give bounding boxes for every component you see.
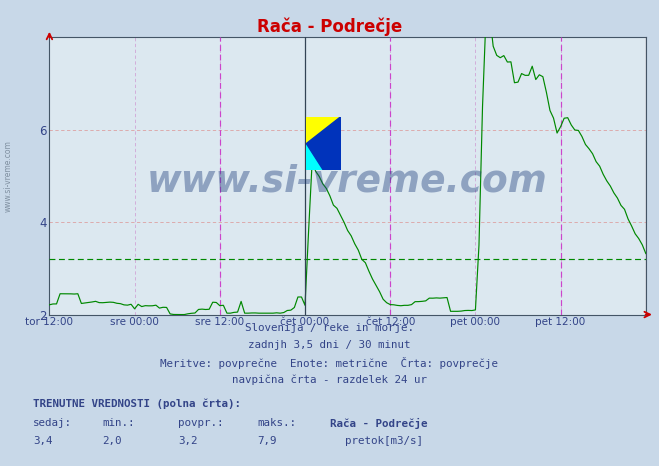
Text: www.si-vreme.com: www.si-vreme.com [3, 140, 13, 212]
Text: navpična črta - razdelek 24 ur: navpična črta - razdelek 24 ur [232, 375, 427, 385]
Text: Rača - Podrečje: Rača - Podrečje [330, 418, 427, 430]
Polygon shape [306, 144, 324, 171]
Text: www.si-vreme.com: www.si-vreme.com [147, 164, 548, 199]
Polygon shape [306, 144, 324, 171]
Text: min.:: min.: [102, 418, 134, 428]
Text: 3,4: 3,4 [33, 436, 53, 446]
Text: 3,2: 3,2 [178, 436, 198, 446]
Text: maks.:: maks.: [257, 418, 296, 428]
Text: Slovenija / reke in morje.: Slovenija / reke in morje. [245, 323, 414, 333]
Polygon shape [306, 117, 341, 171]
Text: 2,0: 2,0 [102, 436, 122, 446]
Text: sedaj:: sedaj: [33, 418, 72, 428]
Text: Rača - Podrečje: Rača - Podrečje [257, 18, 402, 36]
Polygon shape [306, 117, 341, 144]
Polygon shape [306, 117, 341, 171]
Text: zadnjh 3,5 dni / 30 minut: zadnjh 3,5 dni / 30 minut [248, 340, 411, 350]
Text: 7,9: 7,9 [257, 436, 277, 446]
Text: TRENUTNE VREDNOSTI (polna črta):: TRENUTNE VREDNOSTI (polna črta): [33, 399, 241, 410]
Text: povpr.:: povpr.: [178, 418, 223, 428]
Polygon shape [306, 117, 341, 144]
Text: pretok[m3/s]: pretok[m3/s] [345, 436, 422, 446]
Text: Meritve: povprečne  Enote: metrične  Črta: povprečje: Meritve: povprečne Enote: metrične Črta:… [161, 357, 498, 370]
